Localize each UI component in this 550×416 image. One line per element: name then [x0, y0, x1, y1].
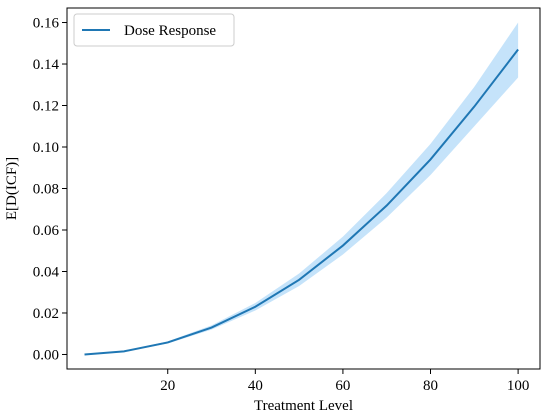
- y-axis: 0.00 0.02 0.04 0.06 0.08 0.10 0.12 0.14 0.16: [33, 16, 67, 363]
- y-tick-label: 0.12: [33, 99, 59, 115]
- legend-label-dose-response: Dose Response: [124, 23, 216, 39]
- plot-area: [84, 22, 519, 356]
- y-tick-label: 0.08: [33, 182, 59, 198]
- y-tick-label: 0.14: [33, 57, 60, 73]
- y-tick-label: 0.00: [33, 347, 59, 363]
- x-tick-label: 80: [423, 378, 438, 394]
- y-tick-label: 0.06: [33, 223, 60, 239]
- x-axis-label: Treatment Level: [254, 398, 353, 414]
- legend: Dose Response: [73, 13, 235, 47]
- x-tick-label: 60: [335, 378, 350, 394]
- axes-frame: [66, 7, 541, 370]
- y-tick-label: 0.10: [33, 140, 59, 156]
- x-tick-label: 100: [507, 378, 530, 394]
- dose-response-line: [84, 48, 519, 356]
- x-tick-label: 20: [160, 378, 175, 394]
- y-axis-label: E[D(ICF)]: [4, 157, 20, 220]
- y-tick-label: 0.04: [33, 264, 60, 280]
- y-tick-label: 0.02: [33, 306, 59, 322]
- y-tick-label: 0.16: [33, 16, 60, 32]
- confidence-band: [84, 22, 519, 355]
- legend-box: [73, 13, 235, 47]
- x-axis: 20 40 60 80 100: [160, 369, 529, 394]
- x-tick-label: 40: [248, 378, 263, 394]
